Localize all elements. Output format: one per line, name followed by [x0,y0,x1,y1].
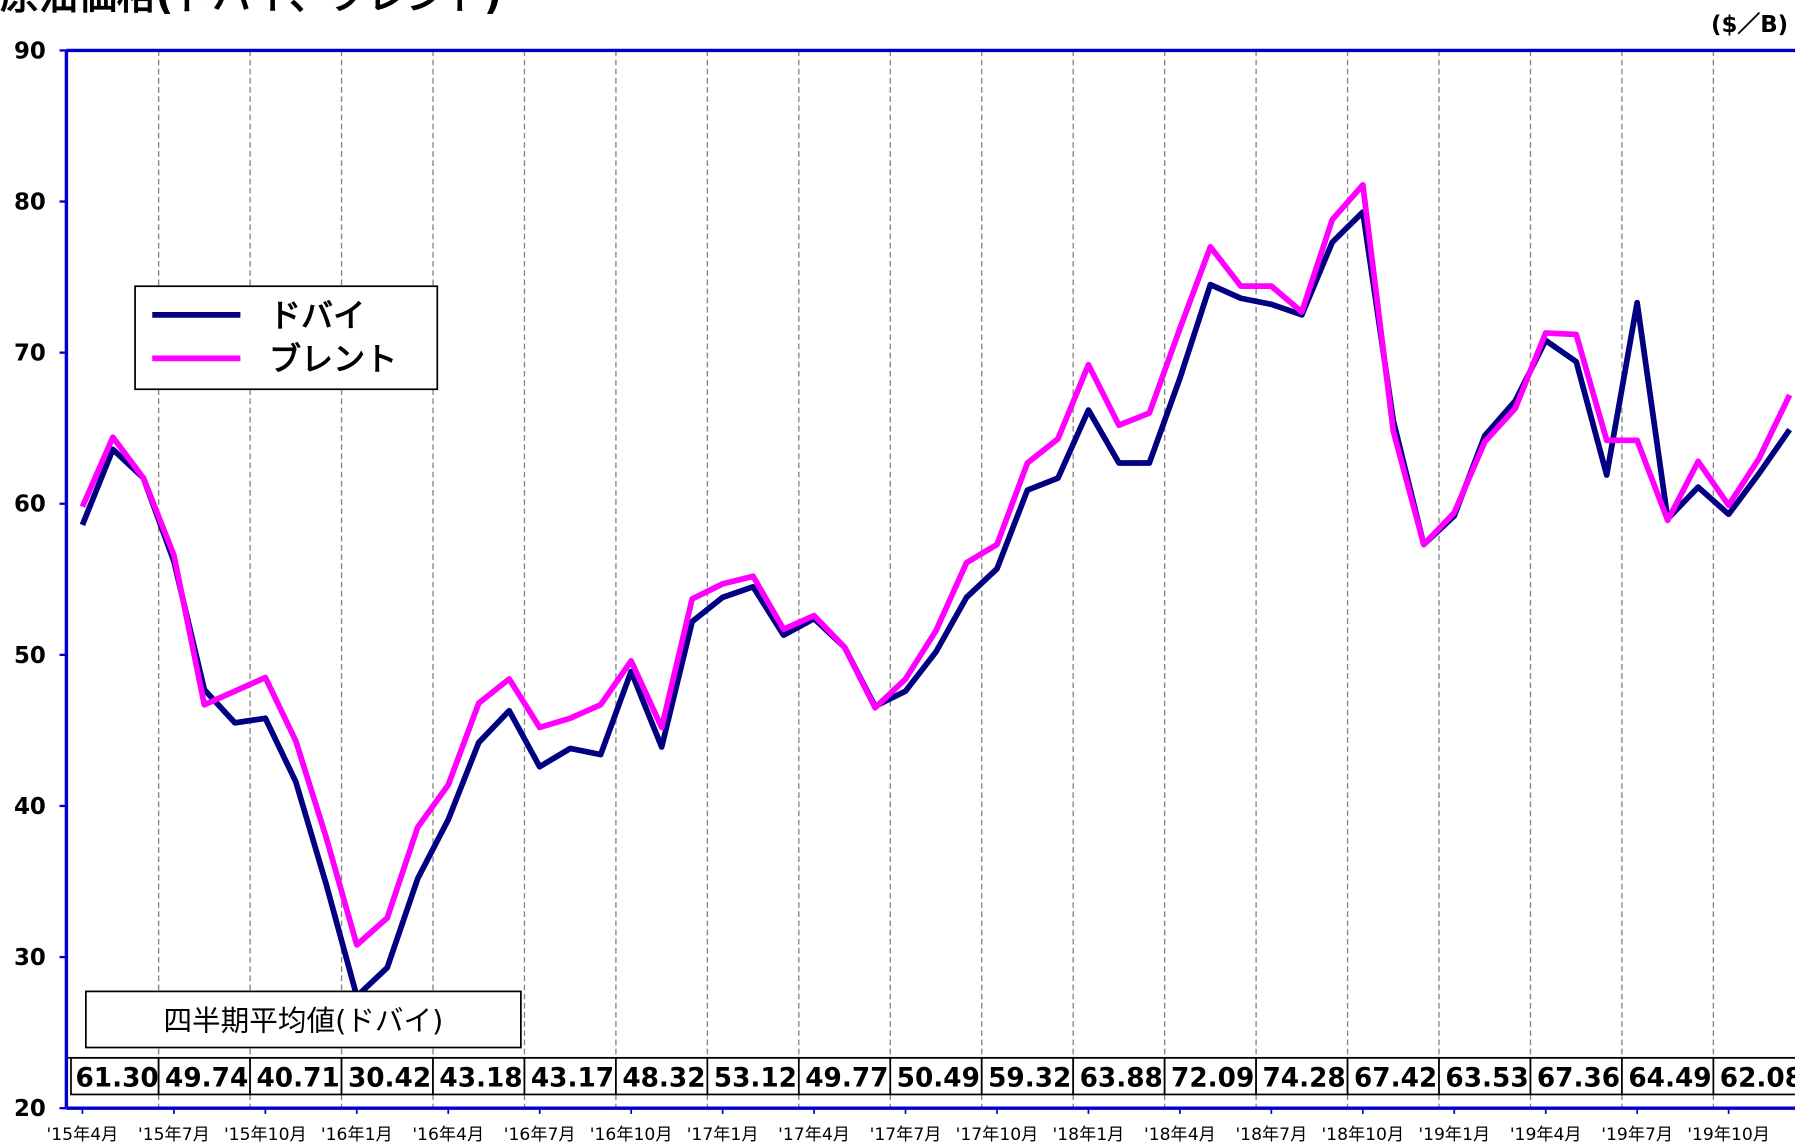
legend-box [134,285,439,391]
x-tick-label: '16年4月 [412,1125,484,1145]
quarter-box [1621,1056,1715,1096]
quarter-box [1255,1056,1349,1096]
x-tick-label: '19年4月 [1510,1125,1582,1145]
quarter-average: 49.74 [165,1063,248,1093]
quarter-box [980,1056,1075,1096]
x-tick-label: '18年4月 [1144,1125,1216,1145]
x-tick-label: '15年4月 [47,1125,119,1145]
x-tick-label: '17年4月 [778,1125,850,1145]
y-tick-label: 30 [14,945,46,971]
y-tick-label: 50 [14,643,46,669]
x-tick-label: '19年10月 [1687,1125,1770,1145]
quarter-box [1712,1056,1795,1096]
line-series [79,182,1793,948]
x-tick-label: '18年7月 [1235,1125,1307,1145]
quarter-average: 64.49 [1628,1063,1711,1093]
quarter-box [1438,1056,1532,1096]
quarter-average: 63.53 [1445,1063,1528,1093]
chart-title: 原油価格(ドバイ、ブレント) [0,0,502,19]
quarter-average: 67.42 [1354,1063,1437,1093]
x-tick-label: '17年7月 [870,1125,942,1145]
x-tick-label: '16年1月 [321,1125,393,1145]
x-tick-label: '17年1月 [687,1125,759,1145]
quarter-average: 53.12 [714,1063,797,1093]
quarter-average: 43.18 [439,1063,522,1093]
quarter-average: 48.32 [622,1063,705,1093]
quarter-average: 40.71 [256,1063,339,1093]
quarter-average: 74.28 [1263,1063,1346,1093]
y-tick-label: 20 [14,1096,46,1122]
quarter-label-box [84,990,522,1049]
quarter-average: 50.49 [897,1063,980,1093]
quarter-label: 四半期平均値(ドバイ) [163,1003,443,1037]
x-tick-label: '19年7月 [1601,1125,1673,1145]
quarter-box [340,1056,434,1096]
quarter-average: 62.08 [1720,1063,1795,1093]
legend-label: ドバイ [269,296,365,334]
x-tick-label: '15年10月 [224,1125,307,1145]
x-tick-label: '18年10月 [1321,1125,1404,1145]
quarter-average: 63.88 [1080,1063,1163,1093]
y-unit: ($／B) [1711,12,1788,38]
y-tick-label: 70 [14,341,46,367]
quarter-average: 59.32 [988,1063,1071,1093]
quarter-box [249,1056,343,1096]
y-tick-label: 80 [14,190,46,216]
quarter-box [615,1056,709,1096]
quarter-box [70,1056,160,1096]
y-tick-label: 90 [14,38,46,64]
x-tick-label: '16年7月 [504,1125,576,1145]
quarter-average: 30.42 [348,1063,431,1093]
quarter-average: 67.36 [1537,1063,1620,1093]
quarter-average: 43.17 [531,1063,614,1093]
x-tick-label: '15年7月 [138,1125,210,1145]
quarter-average: 49.77 [805,1063,888,1093]
x-tick-label: '19年1月 [1418,1125,1490,1145]
quarter-average: 72.09 [1171,1063,1254,1093]
x-tick-label: '17年10月 [956,1125,1039,1145]
legend-label: ブレント [269,340,397,378]
y-tick-label: 40 [14,794,46,820]
line-series [79,209,1792,1000]
quarter-box [706,1056,800,1096]
quarter-average: 61.30 [75,1063,158,1093]
y-tick-label: 60 [14,492,46,518]
x-tick-label: '16年10月 [590,1125,673,1145]
quarter-box [889,1056,983,1096]
x-tick-label: '18年1月 [1053,1125,1125,1145]
